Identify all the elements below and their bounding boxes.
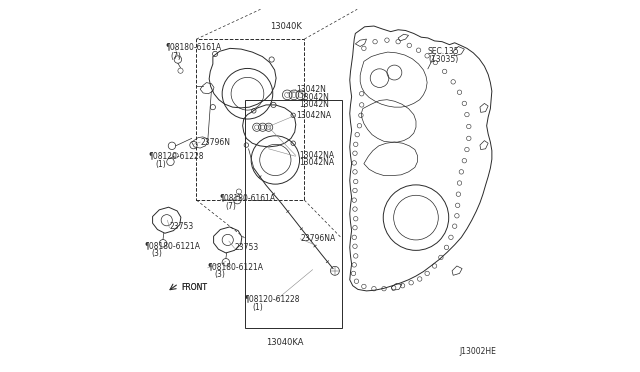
Text: SEC.135: SEC.135 xyxy=(428,47,460,56)
Bar xyxy=(245,100,342,328)
Text: 13042N: 13042N xyxy=(300,93,330,102)
Text: (7): (7) xyxy=(225,202,236,211)
Text: ¶08180-6121A: ¶08180-6121A xyxy=(145,241,200,250)
Text: (7): (7) xyxy=(170,52,181,61)
Text: FRONT: FRONT xyxy=(182,283,207,292)
Text: 13042NA: 13042NA xyxy=(296,111,331,120)
Text: (13035): (13035) xyxy=(428,55,458,64)
Text: (1): (1) xyxy=(252,303,263,312)
Text: J13002HE: J13002HE xyxy=(460,347,497,356)
Text: 23796NA: 23796NA xyxy=(300,234,335,243)
Text: 13042NA: 13042NA xyxy=(300,151,335,160)
Text: 23796N: 23796N xyxy=(200,138,230,147)
Text: 13042N: 13042N xyxy=(300,100,330,109)
Text: 13042N: 13042N xyxy=(296,85,326,94)
Text: FRONT: FRONT xyxy=(182,283,207,292)
Text: ¶08120-61228: ¶08120-61228 xyxy=(245,295,300,304)
Text: 23753: 23753 xyxy=(234,243,259,252)
Text: 13040K: 13040K xyxy=(270,22,301,31)
Bar xyxy=(196,39,305,200)
Text: ¶08120-61228: ¶08120-61228 xyxy=(148,151,204,160)
Text: ¶08180-6121A: ¶08180-6121A xyxy=(207,262,264,271)
Text: (3): (3) xyxy=(214,270,225,279)
Text: 23753: 23753 xyxy=(170,222,193,231)
Text: (3): (3) xyxy=(152,249,163,258)
Text: (1): (1) xyxy=(156,160,166,169)
Text: 13040KA: 13040KA xyxy=(266,339,303,347)
Text: ¶08180-6161A: ¶08180-6161A xyxy=(166,42,221,51)
Text: ¶08180-6161A: ¶08180-6161A xyxy=(220,193,276,202)
Text: 13042NA: 13042NA xyxy=(300,158,335,167)
